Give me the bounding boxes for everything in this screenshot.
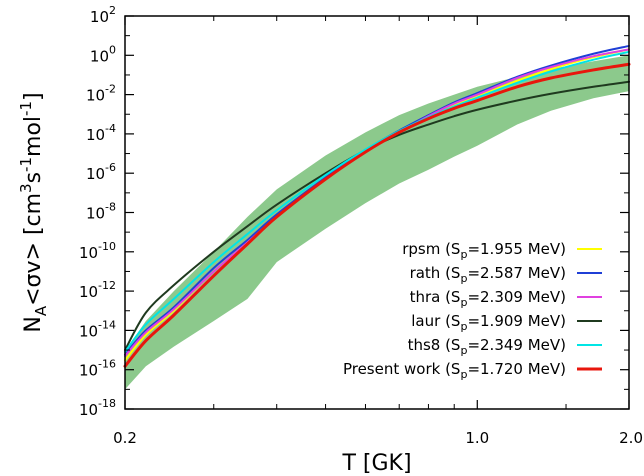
y-axis-title: NA<σv> [cm3s-1mol-1]: [17, 92, 50, 332]
legend-label: thra (Sp=2.309 MeV): [410, 288, 566, 309]
series-line-ths8: [124, 50, 630, 353]
legend: rpsm (Sp=1.955 MeV) rath (Sp=2.587 MeV) th…: [343, 240, 602, 381]
y-tick-label: 100: [90, 43, 116, 65]
y-tick-label: 10-14: [79, 318, 116, 340]
y-tick-label: 10-4: [86, 122, 116, 144]
x-axis-title: T [GK]: [341, 451, 411, 476]
y-tick-label: 10-8: [86, 201, 116, 223]
legend-label: laur (Sp=1.909 MeV): [411, 312, 566, 333]
y-tick-label: 10-18: [79, 397, 116, 419]
y-tick-label: 10-16: [79, 358, 116, 380]
x-tick-label: 1.0: [465, 429, 489, 447]
legend-label: ths8 (Sp=2.349 MeV): [408, 336, 566, 357]
series-lines-layer: [123, 44, 631, 368]
axis-tick-labels-layer: 102 100 10-2 10-4 10-6 10-8 10-10 10-12 10-14 10-…: [79, 4, 643, 447]
y-tick-label: 10-12: [79, 279, 116, 301]
y-tick-label: 10-6: [86, 161, 116, 183]
y-tick-label: 10-2: [86, 83, 116, 105]
x-tick-label: 0.2: [113, 429, 137, 447]
legend-label: rath (Sp=2.587 MeV): [410, 264, 566, 285]
x-tick-label: 2.0: [619, 429, 643, 447]
y-tick-label: 102: [90, 4, 116, 26]
legend-label: Present work (Sp=1.720 MeV): [343, 360, 566, 381]
axis-ticks-layer: [124, 15, 630, 410]
y-tick-label: 10-10: [79, 240, 116, 262]
legend-label: rpsm (Sp=1.955 MeV): [402, 240, 566, 261]
series-line-present-work: [123, 62, 631, 368]
